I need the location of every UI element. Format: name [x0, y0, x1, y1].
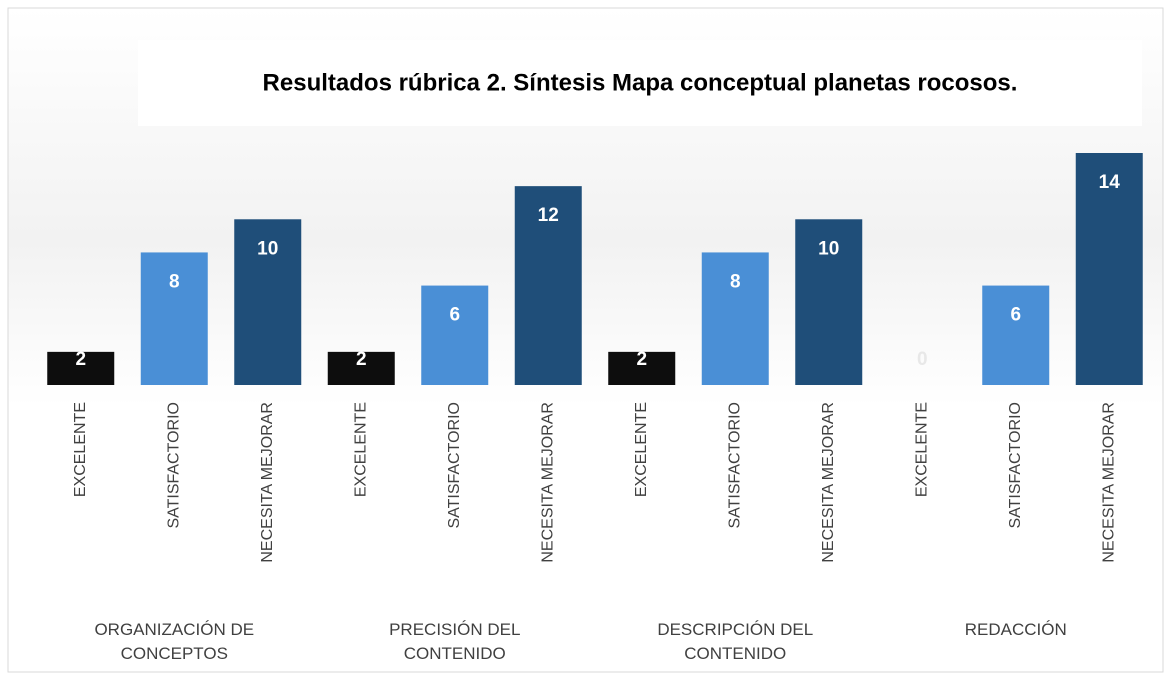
x-tick-label: EXCELENTE — [913, 402, 930, 497]
data-label: 2 — [356, 349, 367, 370]
x-tick-label: NECESITA MEJORAR — [259, 402, 276, 563]
group-label: REDACCIÓN — [964, 620, 1067, 639]
bar — [234, 219, 302, 385]
chart-title: Resultados rúbrica 2. Síntesis Mapa conc… — [263, 69, 1018, 96]
data-label: 12 — [538, 205, 559, 226]
x-tick-label: SATISFACTORIO — [165, 402, 182, 529]
group-label: DESCRIPCIÓN DEL CONTENIDO — [657, 620, 814, 663]
x-tick-label: EXCELENTE — [352, 402, 369, 497]
bar — [982, 285, 1050, 385]
bar — [1075, 153, 1143, 385]
x-tick-label: SATISFACTORIO — [446, 402, 463, 529]
bar — [608, 351, 676, 385]
x-tick-label: EXCELENTE — [633, 402, 650, 497]
x-tick-label: NECESITA MEJORAR — [539, 402, 556, 563]
data-label: 2 — [636, 349, 647, 370]
bar — [140, 252, 208, 385]
data-label: 6 — [1010, 305, 1021, 326]
bar — [701, 252, 769, 385]
data-label: 2 — [75, 349, 86, 370]
x-tick-label: EXCELENTE — [72, 402, 89, 497]
data-label: 8 — [730, 271, 741, 292]
data-label: 10 — [818, 238, 839, 259]
bar — [514, 186, 582, 385]
title-box — [138, 40, 1142, 126]
x-tick-label: SATISFACTORIO — [726, 402, 743, 529]
data-label: 10 — [257, 238, 278, 259]
group-label: PRECISIÓN DEL CONTENIDO — [389, 620, 521, 663]
x-tick-label: NECESITA MEJORAR — [820, 402, 837, 563]
data-label: 8 — [169, 271, 180, 292]
bar — [47, 351, 115, 385]
x-tick-label: SATISFACTORIO — [1007, 402, 1024, 529]
bar — [795, 219, 863, 385]
bar — [327, 351, 395, 385]
group-label: ORGANIZACIÓN DE CONCEPTOS — [94, 620, 255, 663]
bar — [421, 285, 489, 385]
data-label: 6 — [449, 305, 460, 326]
x-tick-label: NECESITA MEJORAR — [1100, 402, 1117, 563]
data-label: 0 — [917, 349, 928, 370]
data-label: 14 — [1099, 172, 1121, 193]
